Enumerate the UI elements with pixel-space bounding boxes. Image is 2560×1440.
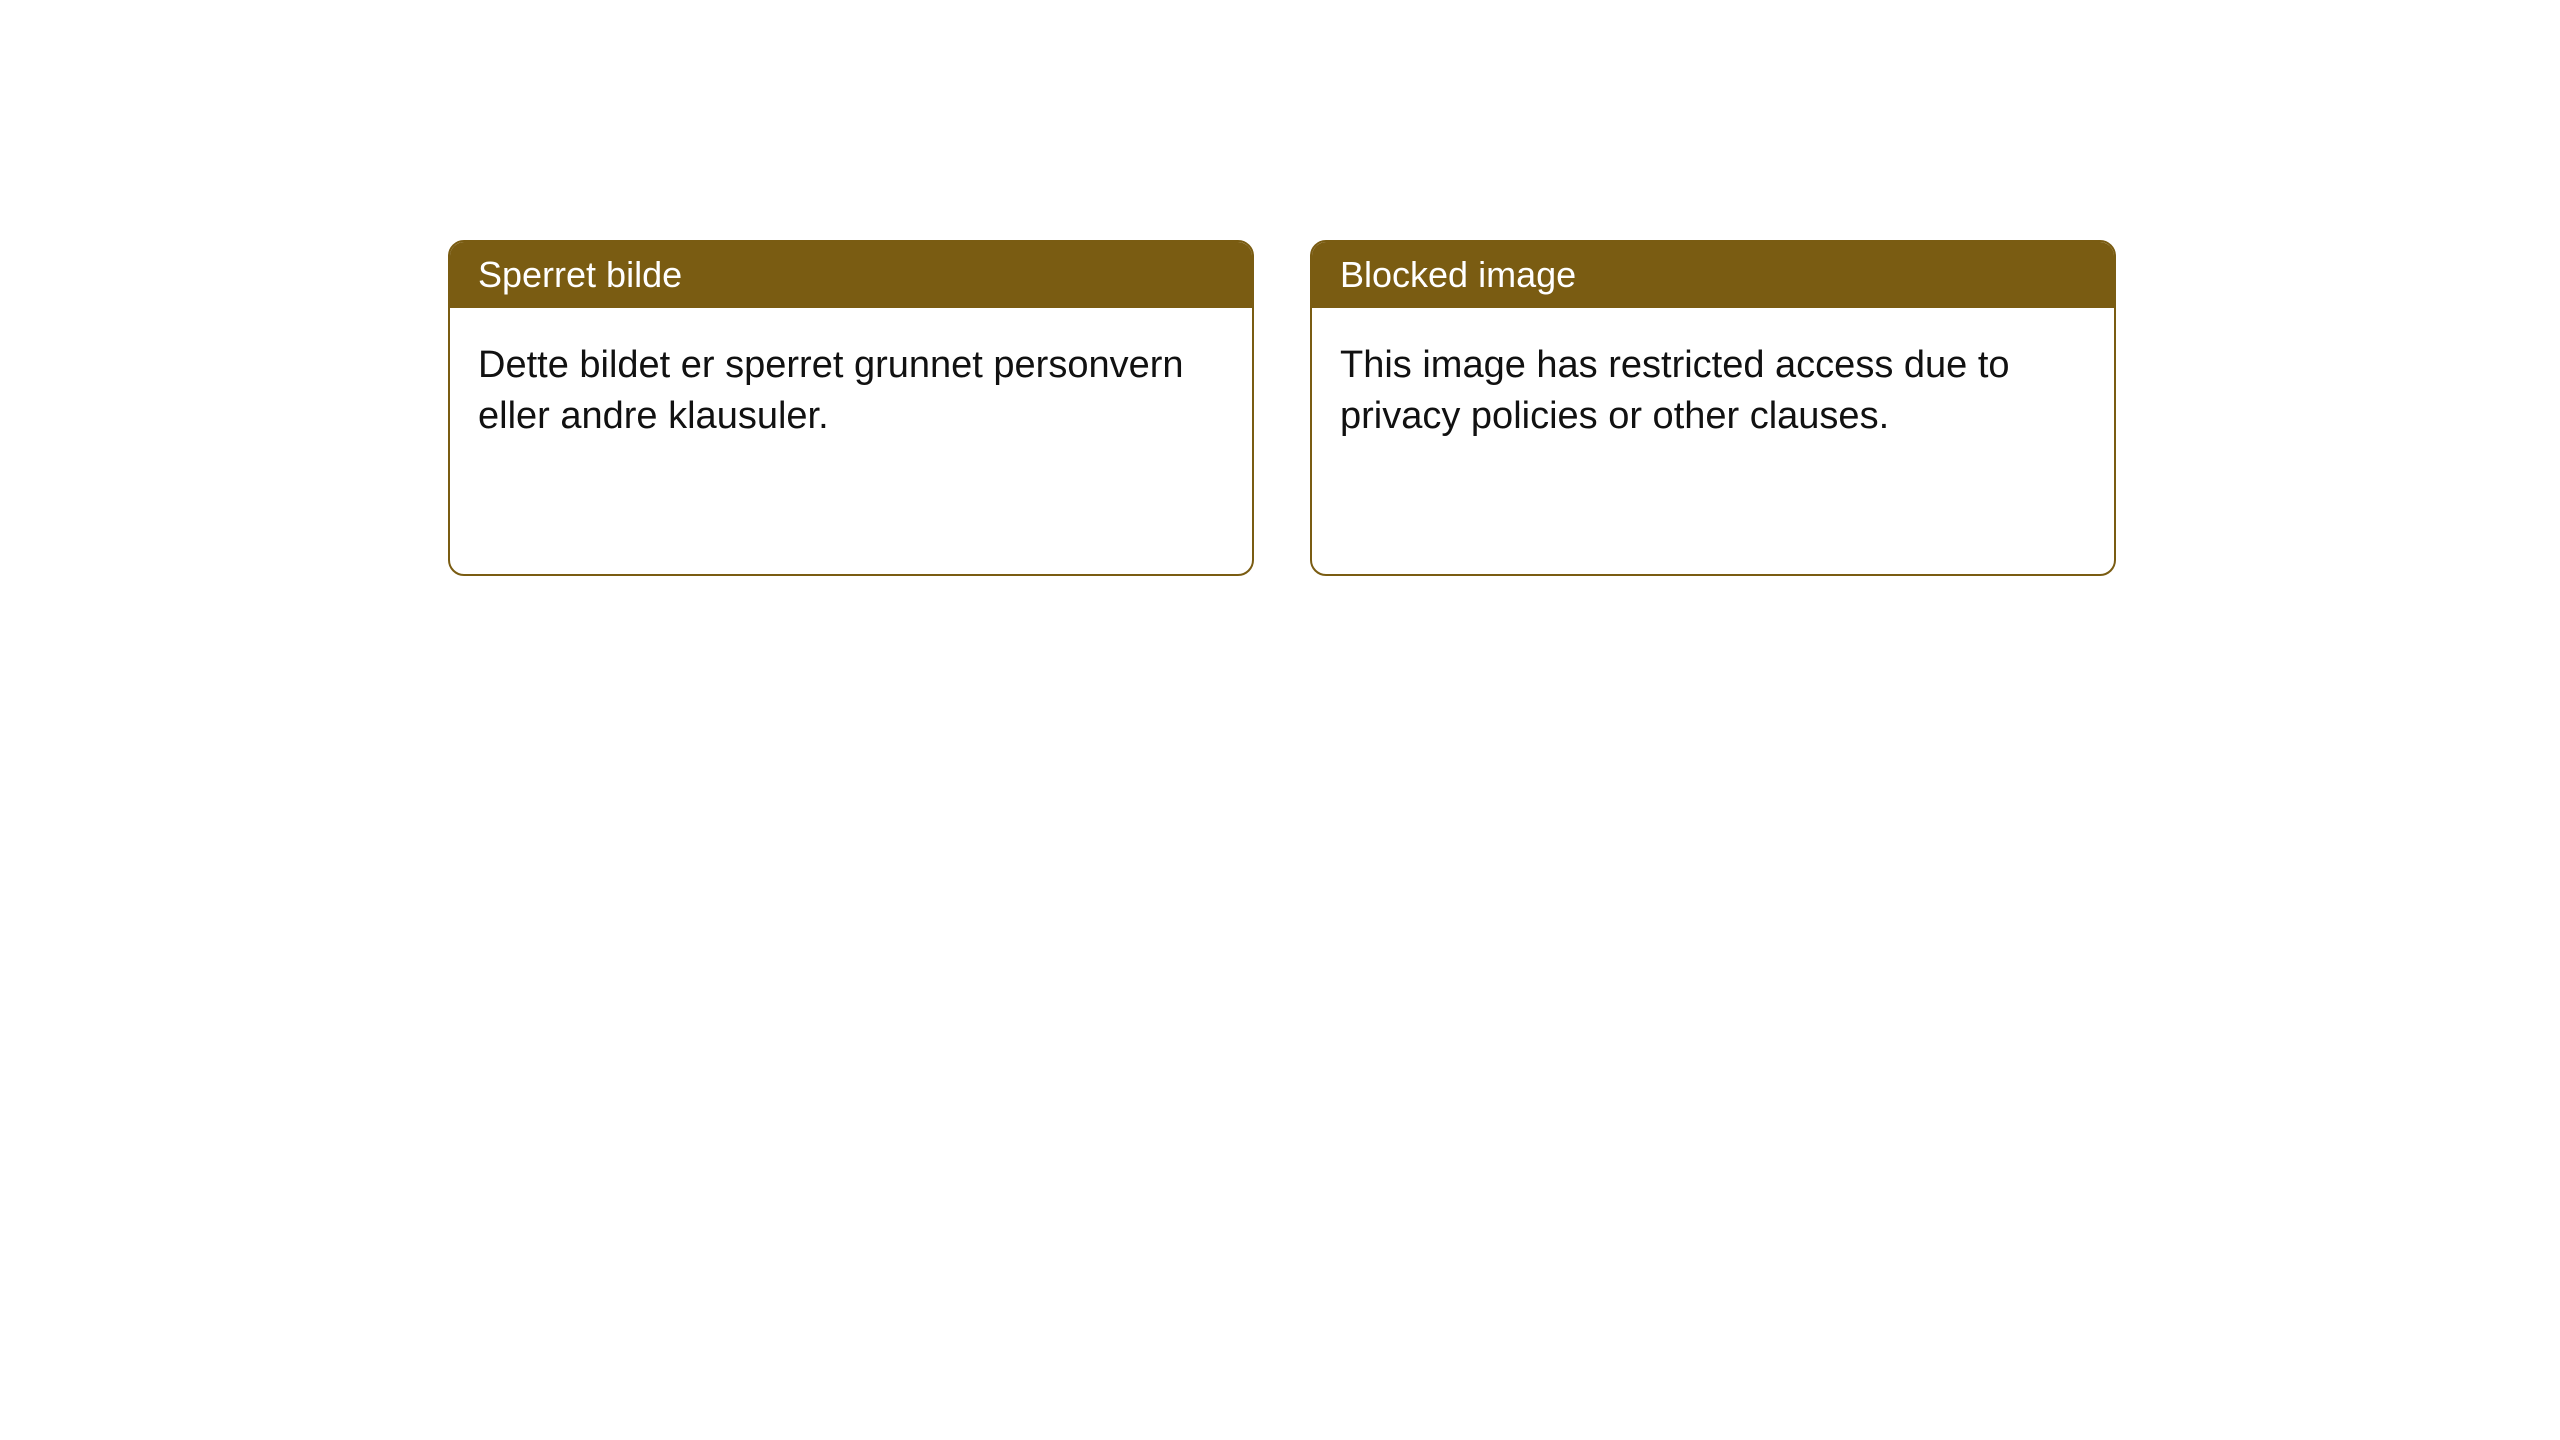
notice-header: Sperret bilde (450, 242, 1252, 308)
notice-box-english: Blocked image This image has restricted … (1310, 240, 2116, 576)
notice-container: Sperret bilde Dette bildet er sperret gr… (0, 0, 2560, 576)
notice-body: This image has restricted access due to … (1312, 308, 2114, 475)
notice-box-norwegian: Sperret bilde Dette bildet er sperret gr… (448, 240, 1254, 576)
notice-body: Dette bildet er sperret grunnet personve… (450, 308, 1252, 475)
notice-header: Blocked image (1312, 242, 2114, 308)
